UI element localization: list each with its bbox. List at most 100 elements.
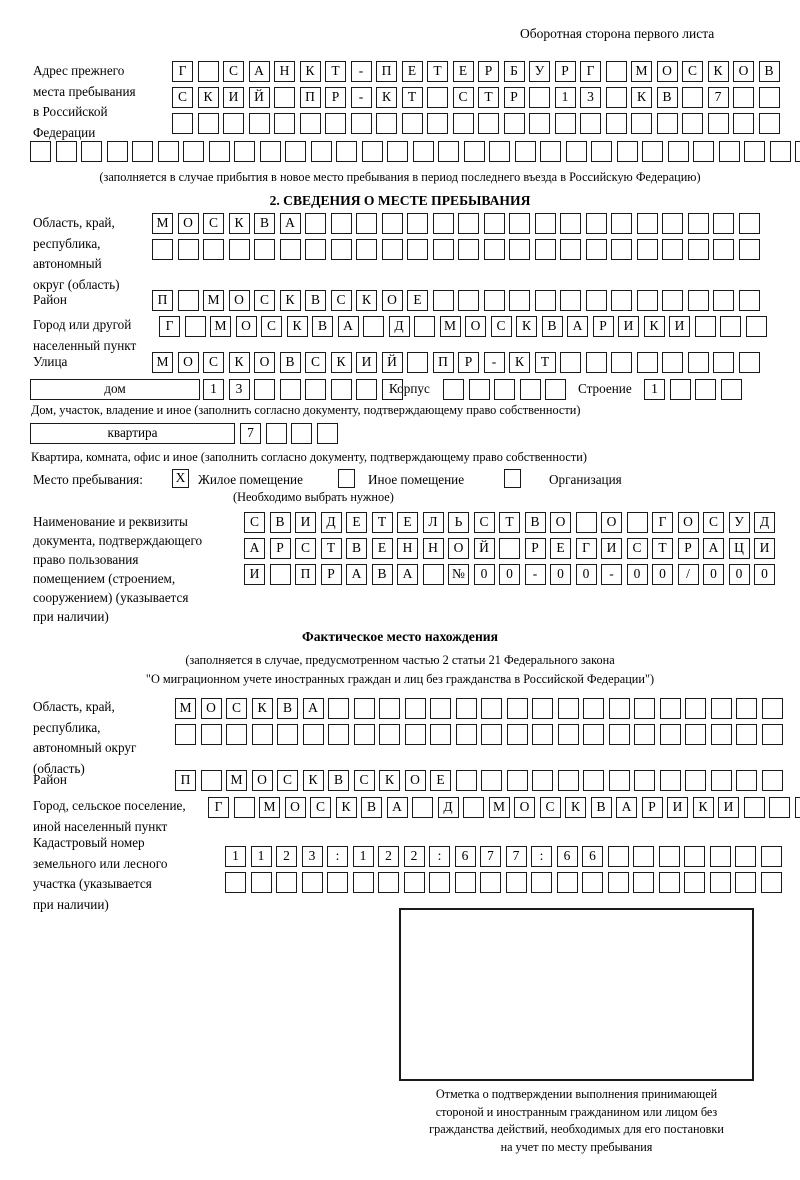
char-cell[interactable]	[55, 141, 77, 162]
char-cell[interactable]	[761, 770, 783, 791]
char-cell[interactable]: /	[677, 564, 699, 585]
char-cell[interactable]: Е	[346, 512, 367, 533]
char-cell[interactable]	[733, 113, 754, 134]
char-cell[interactable]	[575, 512, 597, 533]
char-cell[interactable]	[710, 698, 732, 719]
char-cell[interactable]: Г	[172, 61, 193, 82]
char-cell[interactable]: С	[353, 770, 375, 791]
char-cell[interactable]	[407, 352, 428, 373]
char-cell[interactable]: В	[524, 512, 546, 533]
char-cell[interactable]	[545, 379, 566, 400]
char-cell[interactable]: Й	[381, 352, 403, 373]
char-cell[interactable]	[611, 213, 632, 234]
char-cell[interactable]	[634, 698, 655, 719]
char-cell[interactable]: 3	[228, 379, 250, 400]
char-cell[interactable]	[350, 113, 372, 134]
char-cell[interactable]	[585, 213, 607, 234]
char-cell[interactable]	[381, 239, 403, 260]
char-cell[interactable]	[611, 352, 632, 373]
char-cell[interactable]: А	[302, 698, 324, 719]
char-cell[interactable]: И	[295, 512, 316, 533]
char-cell[interactable]: П	[175, 770, 196, 791]
char-cell[interactable]: В	[541, 316, 563, 337]
char-cell[interactable]: А	[397, 564, 418, 585]
char-cell[interactable]	[81, 141, 102, 162]
prev-address-row-3[interactable]	[172, 113, 780, 134]
char-cell[interactable]	[330, 239, 352, 260]
char-cell[interactable]: В	[305, 290, 326, 311]
char-cell[interactable]	[157, 141, 179, 162]
char-cell[interactable]: К	[286, 316, 308, 337]
char-cell[interactable]	[633, 872, 654, 893]
char-cell[interactable]: И	[669, 316, 690, 337]
char-cell[interactable]: С	[626, 538, 648, 559]
char-cell[interactable]	[316, 423, 338, 444]
char-cell[interactable]	[707, 113, 729, 134]
char-cell[interactable]	[634, 724, 655, 745]
char-cell[interactable]: В	[312, 316, 333, 337]
char-cell[interactable]	[583, 724, 604, 745]
char-cell[interactable]: С	[295, 538, 316, 559]
char-cell[interactable]: 0	[575, 564, 597, 585]
char-cell[interactable]	[761, 698, 783, 719]
char-cell[interactable]	[529, 113, 550, 134]
char-cell[interactable]	[631, 113, 652, 134]
char-cell[interactable]	[407, 239, 428, 260]
checkbox-inoe-pomeshchenie[interactable]	[338, 469, 355, 488]
char-cell[interactable]: У	[728, 512, 750, 533]
char-cell[interactable]	[378, 872, 399, 893]
char-cell[interactable]: К	[302, 770, 324, 791]
char-cell[interactable]	[583, 698, 604, 719]
char-cell[interactable]: 1	[203, 379, 224, 400]
char-cell[interactable]	[695, 379, 716, 400]
char-cell[interactable]	[682, 113, 703, 134]
char-cell[interactable]	[279, 379, 301, 400]
char-cell[interactable]	[557, 724, 579, 745]
char-cell[interactable]	[197, 113, 219, 134]
char-cell[interactable]	[760, 872, 782, 893]
char-cell[interactable]: Д	[437, 797, 459, 818]
char-cell[interactable]	[735, 872, 756, 893]
char-cell[interactable]	[443, 379, 464, 400]
char-cell[interactable]: 1	[225, 846, 246, 867]
char-cell[interactable]: О	[404, 770, 426, 791]
char-cell[interactable]: С	[473, 512, 495, 533]
char-cell[interactable]: С	[490, 316, 512, 337]
char-cell[interactable]	[328, 698, 349, 719]
char-cell[interactable]: Р	[641, 797, 663, 818]
char-cell[interactable]	[662, 352, 683, 373]
char-cell[interactable]: П	[376, 61, 397, 82]
char-cell[interactable]	[499, 538, 520, 559]
char-cell[interactable]: Т	[401, 87, 423, 108]
char-cell[interactable]	[565, 141, 587, 162]
char-cell[interactable]: Г	[652, 512, 673, 533]
char-cell[interactable]	[455, 770, 477, 791]
char-cell[interactable]	[183, 141, 204, 162]
char-cell[interactable]	[659, 770, 681, 791]
char-cell[interactable]	[427, 87, 448, 108]
char-cell[interactable]	[656, 113, 678, 134]
char-cell[interactable]	[184, 316, 206, 337]
char-cell[interactable]: :	[531, 846, 552, 867]
char-cell[interactable]	[607, 846, 629, 867]
char-cell[interactable]: О	[284, 797, 306, 818]
char-cell[interactable]: О	[235, 316, 257, 337]
char-cell[interactable]: -	[483, 352, 505, 373]
char-cell[interactable]: М	[631, 61, 652, 82]
char-cell[interactable]: В	[371, 564, 393, 585]
document-row-3[interactable]: И П Р А В А № 0 0-0 0-0 0/0 0 0	[244, 564, 775, 585]
char-cell[interactable]	[554, 113, 576, 134]
char-cell[interactable]	[738, 290, 760, 311]
char-cell[interactable]	[200, 724, 222, 745]
char-cell[interactable]: И	[718, 797, 739, 818]
char-cell[interactable]: 7	[480, 846, 501, 867]
char-cell[interactable]: К	[228, 352, 250, 373]
char-cell[interactable]: 1	[644, 379, 665, 400]
char-cell[interactable]: К	[516, 316, 537, 337]
char-cell[interactable]: К	[379, 770, 400, 791]
char-cell[interactable]	[352, 872, 374, 893]
char-cell[interactable]: В	[277, 698, 298, 719]
char-cell[interactable]: С	[203, 213, 224, 234]
